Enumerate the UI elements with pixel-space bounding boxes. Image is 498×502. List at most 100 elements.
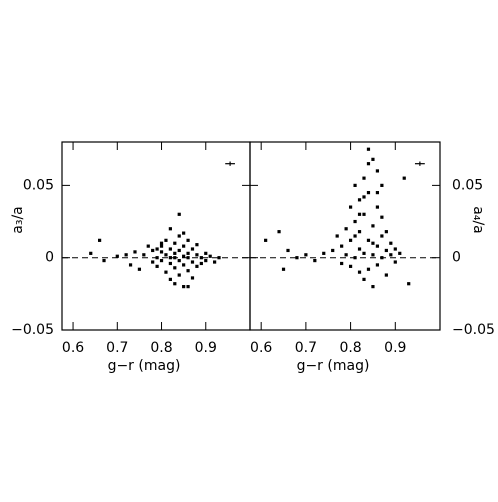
point xyxy=(304,253,308,257)
plot-frame xyxy=(249,141,441,331)
point xyxy=(186,251,190,255)
point xyxy=(195,243,199,247)
point xyxy=(213,260,217,264)
point xyxy=(195,264,199,268)
point xyxy=(375,205,380,209)
point xyxy=(190,276,195,280)
x-axis-label: g−r (mag) xyxy=(108,358,181,374)
point xyxy=(137,267,142,271)
point xyxy=(217,256,221,260)
y-tick-label: 0 xyxy=(452,250,461,266)
x-tick-label: 0.7 xyxy=(106,340,128,356)
x-tick-label: 0.8 xyxy=(150,340,172,356)
point xyxy=(124,253,128,257)
point xyxy=(366,162,371,166)
point xyxy=(264,238,268,242)
point xyxy=(182,244,186,248)
point xyxy=(380,215,384,219)
point xyxy=(380,234,384,238)
point xyxy=(362,195,366,199)
point xyxy=(177,258,181,263)
point xyxy=(204,251,208,255)
point xyxy=(186,269,190,273)
x-tick-label: 0.7 xyxy=(295,340,317,356)
point xyxy=(389,253,393,257)
point xyxy=(366,238,371,242)
point xyxy=(164,253,168,257)
x-tick-label: 0.6 xyxy=(250,340,272,356)
point xyxy=(348,238,353,242)
point xyxy=(182,263,186,267)
point xyxy=(371,157,375,161)
point xyxy=(128,263,133,267)
point xyxy=(371,224,375,228)
point xyxy=(366,147,371,151)
point xyxy=(155,247,159,251)
point xyxy=(353,256,357,260)
point xyxy=(322,251,326,255)
point xyxy=(155,264,159,268)
point xyxy=(331,248,335,253)
point xyxy=(182,231,186,235)
x-tick-label: 0.8 xyxy=(339,340,361,356)
point xyxy=(344,227,348,231)
point xyxy=(186,285,190,289)
point xyxy=(199,261,203,266)
point xyxy=(159,250,164,254)
x-tick-label: 0.6 xyxy=(62,340,84,356)
point xyxy=(380,183,384,187)
point xyxy=(362,251,366,255)
point xyxy=(362,277,366,281)
point xyxy=(393,247,397,251)
point xyxy=(208,254,212,258)
point xyxy=(353,219,357,224)
point xyxy=(173,266,177,270)
point xyxy=(186,238,190,242)
point xyxy=(177,248,181,253)
point xyxy=(159,258,164,263)
point xyxy=(159,241,164,245)
point xyxy=(168,227,172,231)
point xyxy=(190,247,195,251)
point xyxy=(177,212,181,216)
point xyxy=(133,250,137,254)
point xyxy=(335,234,339,238)
point xyxy=(173,241,177,245)
point xyxy=(102,258,106,263)
plot-frame xyxy=(61,141,251,331)
y-tick-label: 0.05 xyxy=(452,177,483,193)
point xyxy=(357,198,362,202)
point xyxy=(357,212,362,216)
point xyxy=(146,244,150,248)
point xyxy=(281,267,286,271)
point xyxy=(151,260,155,264)
point xyxy=(344,253,348,257)
point xyxy=(168,277,172,281)
point xyxy=(393,260,397,264)
point xyxy=(362,176,366,180)
point xyxy=(357,230,362,234)
point xyxy=(357,247,362,251)
point xyxy=(98,238,102,242)
point xyxy=(164,270,168,274)
point xyxy=(195,253,199,257)
point xyxy=(286,248,290,253)
point xyxy=(366,191,371,195)
point xyxy=(371,241,375,245)
point xyxy=(199,256,203,260)
y-tick-label: 0.05 xyxy=(23,177,54,193)
point xyxy=(115,254,119,258)
point xyxy=(371,285,375,289)
point xyxy=(182,254,186,258)
y-tick-label: 0 xyxy=(45,250,54,266)
point xyxy=(151,248,155,253)
point xyxy=(348,264,353,268)
point xyxy=(173,251,177,255)
point xyxy=(407,282,411,286)
y-axis-label: a₃/a xyxy=(10,206,26,234)
point xyxy=(277,230,281,234)
x-tick-label: 0.9 xyxy=(384,340,406,356)
point xyxy=(380,256,384,260)
point xyxy=(182,285,186,289)
